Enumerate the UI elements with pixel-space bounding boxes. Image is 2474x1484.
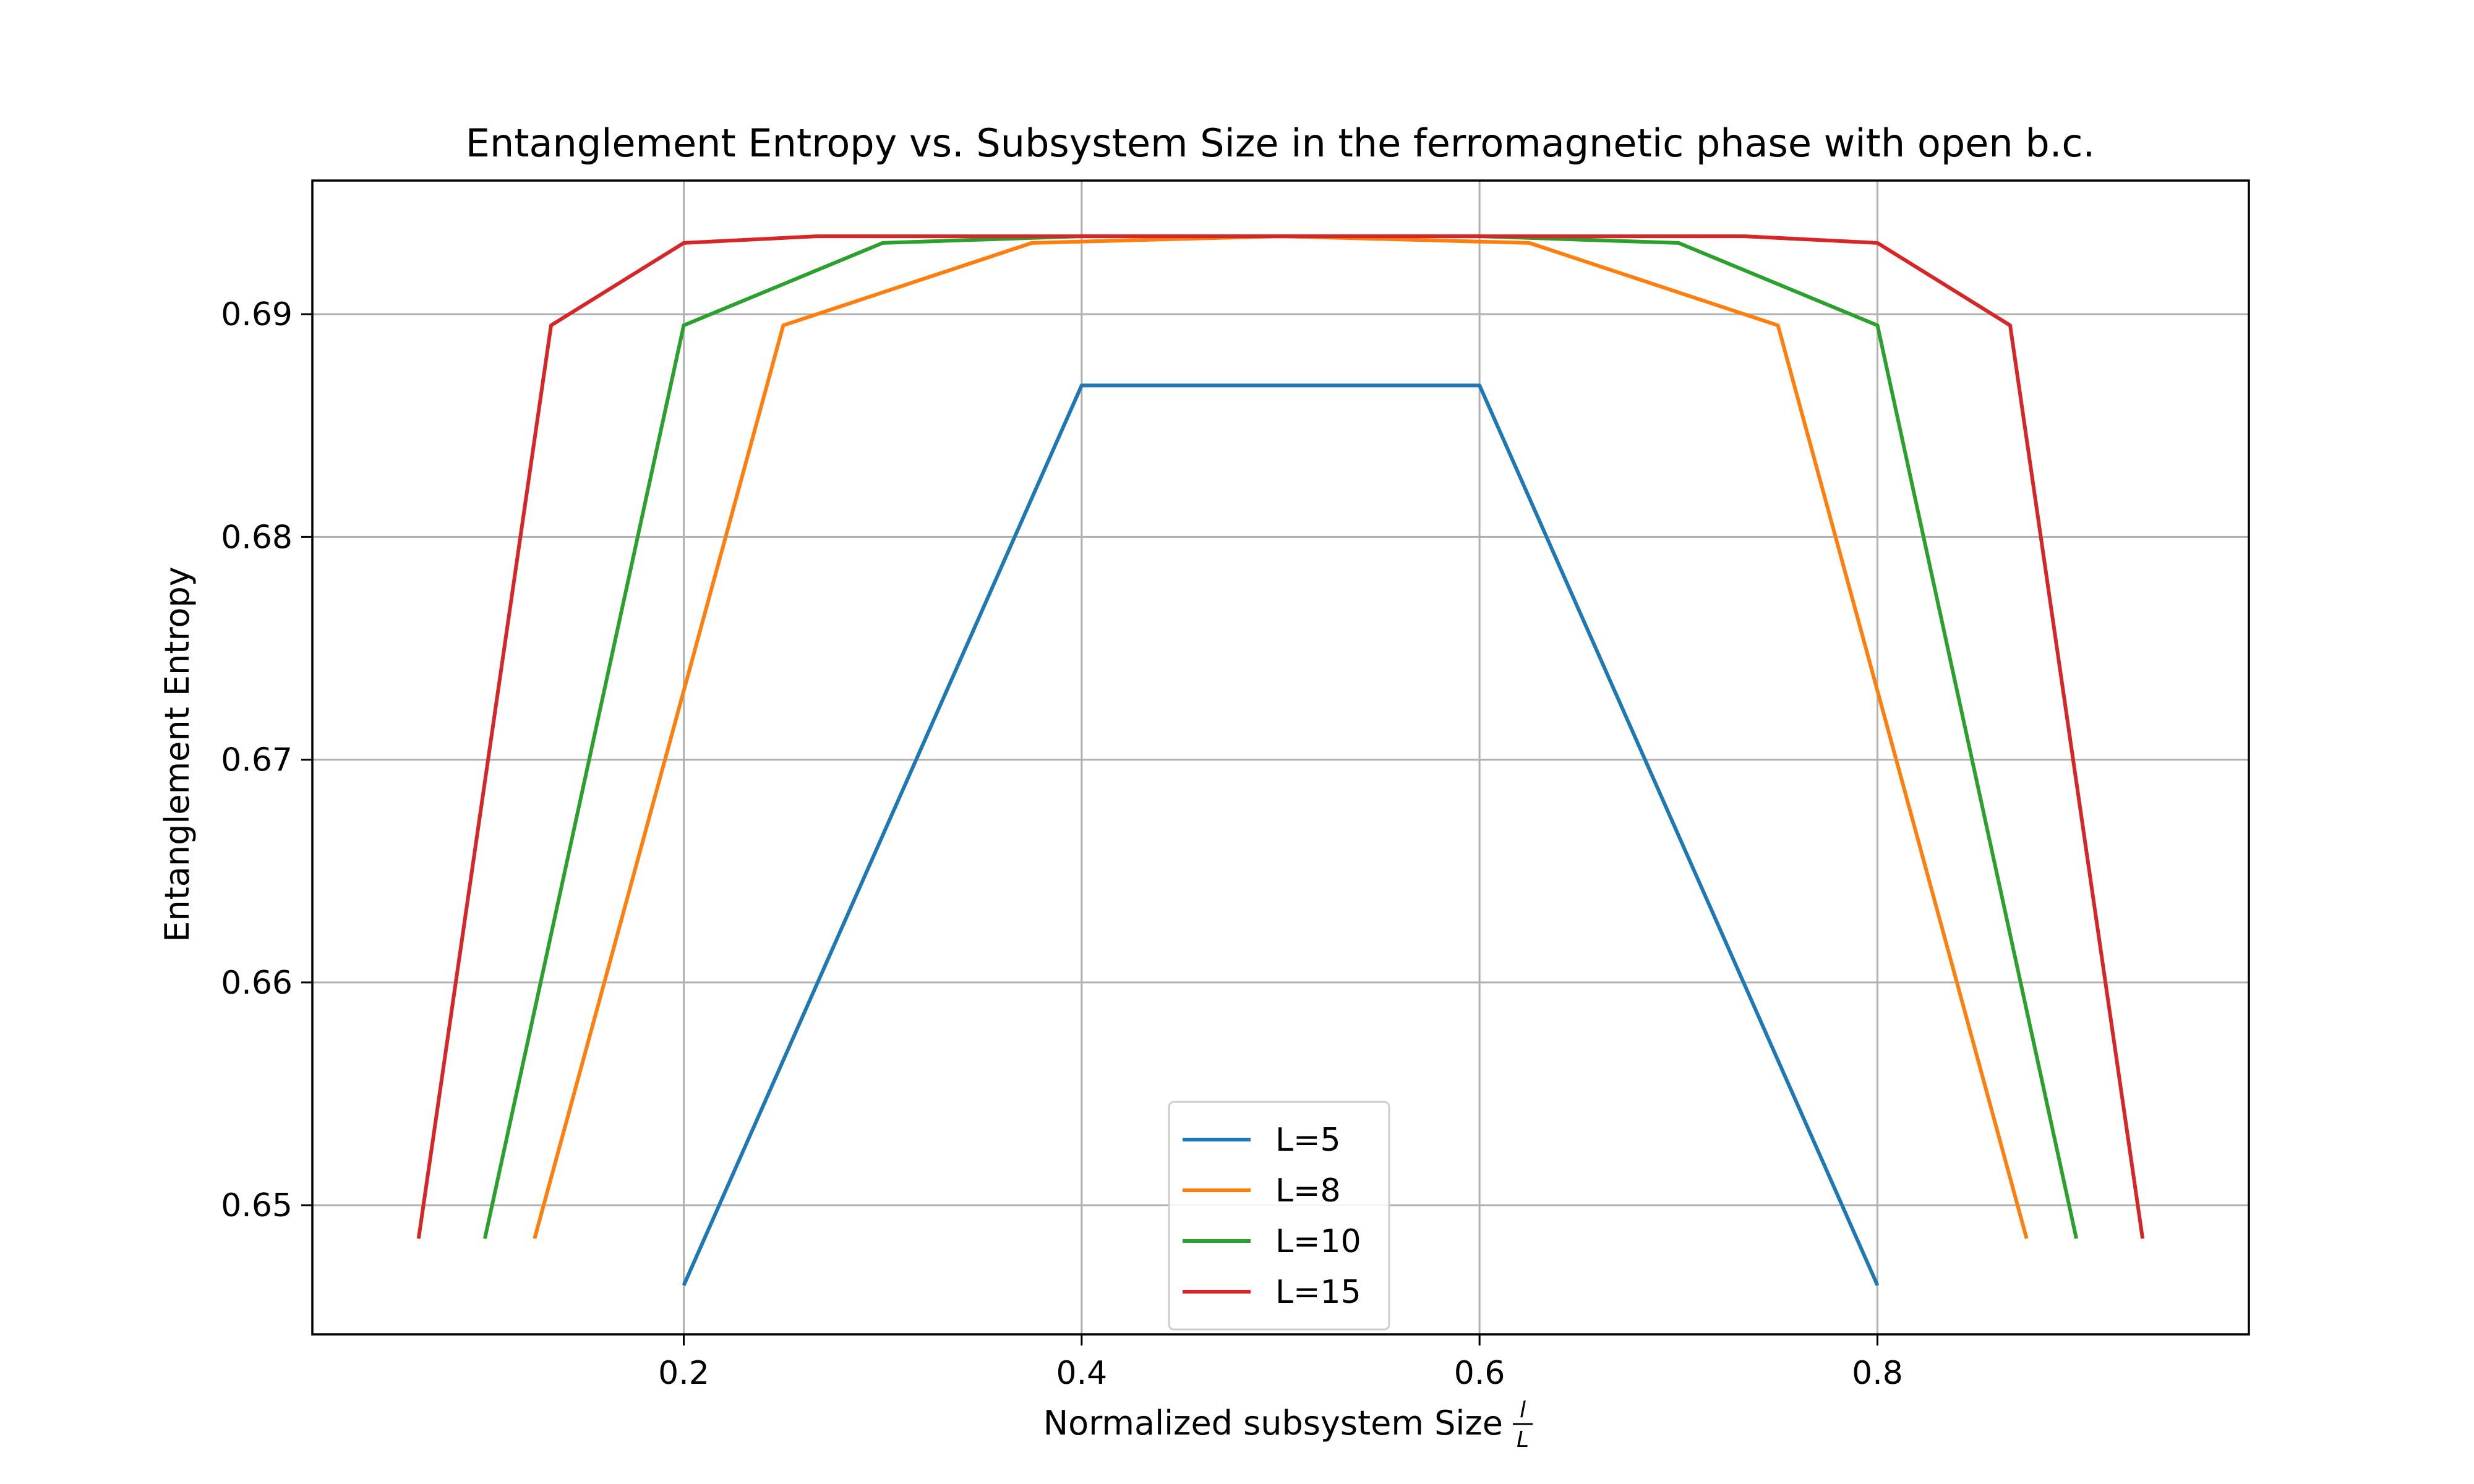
x-tick-label: 0.8 xyxy=(1852,1355,1903,1392)
x-tick-label: 0.2 xyxy=(658,1355,709,1392)
fraction-denominator: L xyxy=(1517,1427,1529,1452)
y-tick-label: 0.65 xyxy=(221,1187,293,1224)
series-line-l-15 xyxy=(416,234,2145,1239)
fraction-numerator: l xyxy=(1520,1397,1526,1423)
y-tick-label: 0.67 xyxy=(221,742,293,779)
legend-label: L=15 xyxy=(1275,1274,1361,1311)
grid-lines xyxy=(312,181,2249,1334)
chart-title: Entanglement Entropy vs. Subsystem Size … xyxy=(466,121,2095,166)
x-tick-label: 0.4 xyxy=(1056,1355,1107,1392)
y-tick-label: 0.69 xyxy=(221,296,293,333)
series-line-l-5 xyxy=(682,383,1880,1286)
y-axis-label: Entanglement Entropy xyxy=(158,566,197,942)
legend-label: L=5 xyxy=(1275,1122,1341,1159)
y-tick-label: 0.66 xyxy=(221,965,293,1002)
y-tick-label: 0.68 xyxy=(221,519,293,556)
legend: L=5 L=8 L=10 L=15 xyxy=(1168,1101,1390,1331)
legend-label: L=8 xyxy=(1275,1172,1341,1209)
legend-box xyxy=(1168,1101,1390,1331)
x-tick-label: 0.6 xyxy=(1454,1355,1505,1392)
axes: 0.2 0.4 0.6 0.8 0.65 0.66 0.67 0.68 0.69 xyxy=(221,179,2250,1392)
plot-frame xyxy=(311,179,2250,1336)
x-axis-label: Normalized subsystem Size xyxy=(1043,1404,1503,1443)
x-axis-label-fraction: l L xyxy=(1513,1397,1533,1452)
series-lines xyxy=(416,234,2145,1286)
legend-label: L=10 xyxy=(1275,1223,1361,1260)
